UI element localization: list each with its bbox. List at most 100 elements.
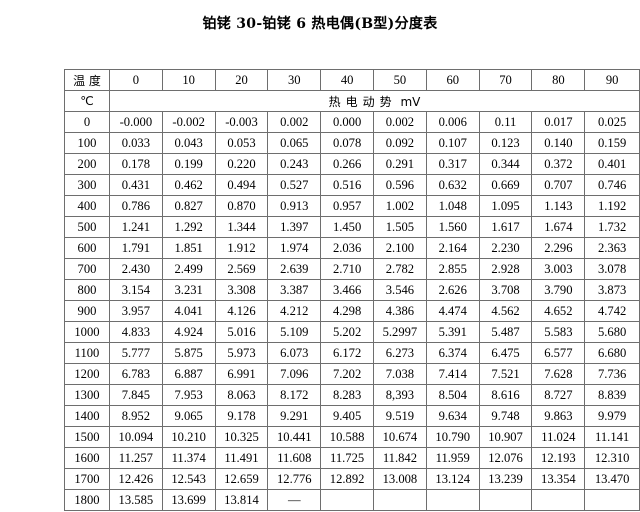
column-header: 50 bbox=[373, 69, 427, 91]
emf-value-cell: 2.363 bbox=[584, 237, 640, 259]
emf-value-cell: 7.038 bbox=[373, 363, 427, 385]
emf-value-cell: 0.401 bbox=[584, 153, 640, 175]
emf-value-cell: 1.732 bbox=[584, 216, 640, 238]
emf-value-cell: 4.212 bbox=[267, 300, 322, 322]
emf-value-cell: 10.441 bbox=[267, 426, 322, 448]
emf-value-cell: 8.952 bbox=[108, 405, 163, 427]
emf-value-cell: 10.210 bbox=[161, 426, 216, 448]
emf-value-cell: 0.632 bbox=[425, 174, 480, 196]
emf-value-cell: 12.426 bbox=[108, 468, 163, 490]
emf-value-cell: 8,393 bbox=[373, 384, 427, 406]
emf-value-cell: 0.957 bbox=[320, 195, 375, 217]
emf-value-cell: 12.193 bbox=[531, 447, 586, 469]
emf-value-cell: 12.892 bbox=[320, 468, 375, 490]
emf-value-cell: 2.569 bbox=[214, 258, 269, 280]
emf-value-cell: 12.776 bbox=[267, 468, 322, 490]
emf-value-cell: 3.546 bbox=[373, 279, 427, 301]
emf-value-cell: 0.025 bbox=[584, 111, 640, 133]
emf-value-cell: 11.608 bbox=[267, 447, 322, 469]
header-row: 温 度 0 10 20 30 40 50 60 70 80 90 bbox=[64, 69, 640, 91]
emf-value-cell: 2.499 bbox=[161, 258, 216, 280]
emf-value-cell: 9.519 bbox=[373, 405, 427, 427]
emf-value-cell: 1.002 bbox=[373, 195, 427, 217]
emf-value-cell: 2.710 bbox=[320, 258, 375, 280]
temperature-cell: 500 bbox=[64, 216, 110, 238]
table-row: 600 1.791 1.851 1.912 1.974 2.036 2.100 2.164 2.… bbox=[64, 237, 640, 259]
emf-value-cell: 8.727 bbox=[531, 384, 586, 406]
emf-value-cell: 13.124 bbox=[425, 468, 480, 490]
emf-value-cell: 2.626 bbox=[425, 279, 480, 301]
column-header: 10 bbox=[161, 69, 216, 91]
emf-value-cell: 13.470 bbox=[584, 468, 640, 490]
emf-value-cell: 2.639 bbox=[267, 258, 322, 280]
emf-value-cell: 4.126 bbox=[214, 300, 269, 322]
emf-value-cell bbox=[584, 489, 640, 511]
emf-value-cell bbox=[425, 489, 480, 511]
emf-value-cell: 0.092 bbox=[373, 132, 427, 154]
emf-value-cell: 3.957 bbox=[108, 300, 163, 322]
emf-value-cell: 8.172 bbox=[267, 384, 322, 406]
emf-value-cell: 2.296 bbox=[531, 237, 586, 259]
emf-value-cell: 0.033 bbox=[108, 132, 163, 154]
emf-value-cell: 1.851 bbox=[161, 237, 216, 259]
emf-value-cell: 13.008 bbox=[373, 468, 427, 490]
emf-value-cell: 5.777 bbox=[108, 342, 163, 364]
emf-value-cell: 9.291 bbox=[267, 405, 322, 427]
temperature-cell: 1800 bbox=[64, 489, 110, 511]
temperature-cell: 100 bbox=[64, 132, 110, 154]
emf-value-cell: 11.141 bbox=[584, 426, 640, 448]
table-row: 200 0.178 0.199 0.220 0.243 0.266 0.291 0.317 0.… bbox=[64, 153, 640, 175]
table-row: 1800 13.585 13.699 13.814— bbox=[64, 489, 640, 511]
emf-value-cell: 6.577 bbox=[531, 342, 586, 364]
unit-row: ℃ 热电动势 mV bbox=[64, 90, 640, 112]
emf-value-cell: 0.870 bbox=[214, 195, 269, 217]
column-header: 60 bbox=[425, 69, 480, 91]
emf-value-cell: 13.354 bbox=[531, 468, 586, 490]
emf-value-cell: 2.164 bbox=[425, 237, 480, 259]
emf-value-cell: 0.000 bbox=[320, 111, 375, 133]
emf-value-cell: 0.462 bbox=[161, 174, 216, 196]
column-header: 90 bbox=[584, 69, 640, 91]
emf-value-cell: 10.094 bbox=[108, 426, 163, 448]
emf-value-cell: 1.560 bbox=[425, 216, 480, 238]
emf-value-cell: 4.562 bbox=[478, 300, 533, 322]
emf-value-cell: 9.979 bbox=[584, 405, 640, 427]
emf-value-cell: 8.504 bbox=[425, 384, 480, 406]
emf-value-cell: 3.154 bbox=[108, 279, 163, 301]
emf-value-cell: 0.266 bbox=[320, 153, 375, 175]
emf-value-cell: 4.041 bbox=[161, 300, 216, 322]
emf-value-cell: 5.680 bbox=[584, 321, 640, 343]
emf-value-cell bbox=[531, 489, 586, 511]
emf-value-cell: 11.842 bbox=[373, 447, 427, 469]
emf-value-cell: 6.991 bbox=[214, 363, 269, 385]
temperature-cell: 1700 bbox=[64, 468, 110, 490]
emf-value-cell: 10.588 bbox=[320, 426, 375, 448]
emf-value-cell: 0.159 bbox=[584, 132, 640, 154]
emf-value-cell: 10.907 bbox=[478, 426, 533, 448]
emf-value-cell: 0.199 bbox=[161, 153, 216, 175]
emf-value-cell: 6.887 bbox=[161, 363, 216, 385]
column-header: 0 bbox=[108, 69, 163, 91]
temperature-cell: 1300 bbox=[64, 384, 110, 406]
emf-value-cell: 12.659 bbox=[214, 468, 269, 490]
table-row: 500 1.241 1.292 1.344 1.397 1.450 1.505 1.560 1.… bbox=[64, 216, 640, 238]
emf-value-cell: 2.100 bbox=[373, 237, 427, 259]
table-row: 1200 6.783 6.887 6.991 7.096 7.202 7.038 7.414 7… bbox=[64, 363, 640, 385]
emf-value-cell: 3.708 bbox=[478, 279, 533, 301]
emf-value-cell: 4.833 bbox=[108, 321, 163, 343]
emf-value-cell: 3.003 bbox=[531, 258, 586, 280]
emf-value-cell: 0.065 bbox=[267, 132, 322, 154]
emf-value-cell: 0.006 bbox=[425, 111, 480, 133]
emf-value-cell: 11.257 bbox=[108, 447, 163, 469]
emf-value-cell: 7.953 bbox=[161, 384, 216, 406]
emf-value-cell: 10.325 bbox=[214, 426, 269, 448]
emf-value-cell: 9.748 bbox=[478, 405, 533, 427]
emf-value-cell: 6.374 bbox=[425, 342, 480, 364]
emf-value-cell: 1.505 bbox=[373, 216, 427, 238]
temperature-header: 温 度 bbox=[64, 69, 110, 91]
emf-value-cell: 6.172 bbox=[320, 342, 375, 364]
emf-value-cell: 1.674 bbox=[531, 216, 586, 238]
thermocouple-table: 温 度 0 10 20 30 40 50 60 70 80 90 ℃ 热电动势 … bbox=[64, 69, 640, 511]
emf-value-cell: 13.699 bbox=[161, 489, 216, 511]
temperature-cell: 1200 bbox=[64, 363, 110, 385]
